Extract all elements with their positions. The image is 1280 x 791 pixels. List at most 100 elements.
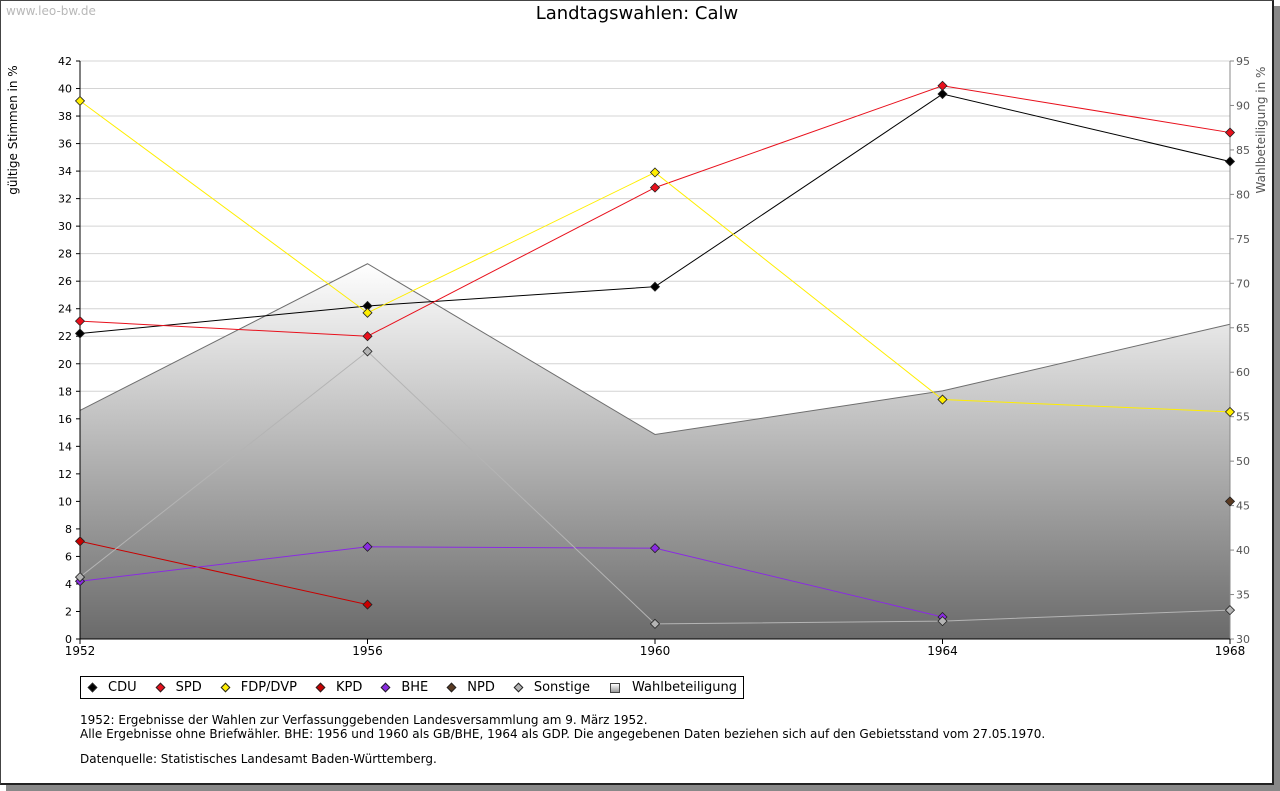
y2-tick-label: 45 <box>1236 500 1250 513</box>
y2-tick-label: 65 <box>1236 322 1250 335</box>
legend-diamond-icon <box>155 682 166 693</box>
data-point-cdu <box>937 88 948 100</box>
data-point-sonstige <box>937 616 948 627</box>
legend-item: NPD <box>446 680 495 695</box>
data-point-fdp-dvp <box>362 307 373 318</box>
y-tick-label: 38 <box>58 110 72 123</box>
y-tick-label: 34 <box>58 165 72 178</box>
legend-item: BHE <box>380 680 429 695</box>
series-line-cdu <box>79 93 1231 334</box>
y2-tick-label: 35 <box>1236 589 1250 602</box>
y-tick-label: 0 <box>65 633 72 646</box>
legend-diamond-icon <box>87 682 98 693</box>
y-tick-label: 32 <box>58 193 72 206</box>
data-point-kpd <box>74 536 86 547</box>
data-point-spd <box>937 80 948 91</box>
legend-diamond-icon <box>513 682 524 693</box>
y2-tick-label: 30 <box>1236 633 1250 646</box>
y2-tick-label: 40 <box>1236 544 1250 557</box>
data-point-fdp-dvp <box>1224 406 1236 417</box>
data-point-kpd <box>362 599 373 610</box>
y2-tick-label: 95 <box>1236 55 1250 68</box>
data-point-sonstige <box>649 618 661 629</box>
legend-label: SPD <box>175 680 202 695</box>
data-point-fdp-dvp <box>937 394 948 405</box>
legend-item: FDP/DVP <box>220 680 297 695</box>
y-tick-label: 20 <box>58 358 72 371</box>
legend-item: Wahlbeteiligung <box>610 680 737 695</box>
y-tick-label: 22 <box>58 330 72 343</box>
y2-tick-label: 60 <box>1236 366 1250 379</box>
watermark: www.leo-bw.de <box>6 4 96 18</box>
data-point-sonstige <box>362 346 373 357</box>
legend-label: BHE <box>401 680 429 695</box>
legend-label: KPD <box>335 680 363 695</box>
note-line-1: 1952: Ergebnisse der Wahlen zur Verfassu… <box>80 713 648 727</box>
data-point-cdu <box>1224 156 1236 167</box>
y-tick-label: 40 <box>58 83 72 96</box>
legend-item: CDU <box>87 680 137 695</box>
data-point-spd <box>1224 127 1236 138</box>
data-point-spd <box>362 331 373 342</box>
chart-legend: CDU SPD FDP/DVP KPD BHE NPD Sonstige Wahlbeteil… <box>80 676 745 699</box>
y-tick-label: 2 <box>65 605 72 618</box>
legend-diamond-icon <box>380 682 391 693</box>
data-point-sonstige <box>74 572 86 583</box>
y2-tick-label: 70 <box>1236 277 1250 290</box>
legend-label: Wahlbeteiligung <box>632 680 738 695</box>
y-tick-label: 12 <box>58 468 72 481</box>
turnout-area-edge <box>79 263 1231 435</box>
data-point-npd <box>1224 496 1236 507</box>
data-source: Datenquelle: Statistisches Landesamt Bad… <box>80 752 437 766</box>
legend-label: CDU <box>108 680 137 695</box>
series-line-kpd <box>79 540 368 606</box>
y-tick-label: 6 <box>65 550 72 563</box>
legend-item: SPD <box>155 680 202 695</box>
y-tick-label: 4 <box>65 578 72 591</box>
legend-diamond-icon <box>220 682 231 693</box>
data-point-sonstige <box>1224 605 1236 616</box>
data-point-cdu <box>649 281 661 292</box>
y-tick-label: 10 <box>58 495 72 508</box>
data-point-spd <box>649 182 661 193</box>
y-tick-label: 14 <box>58 440 72 453</box>
y-tick-label: 24 <box>58 303 72 316</box>
y2-tick-label: 50 <box>1236 455 1250 468</box>
y2-tick-label: 75 <box>1236 233 1250 246</box>
y2-tick-label: 55 <box>1236 411 1250 424</box>
frame-shadow-bottom <box>6 785 1280 791</box>
x-tick-label: 1960 <box>640 644 671 658</box>
series-line-bhe <box>79 546 943 618</box>
series-line-spd <box>79 85 1231 337</box>
y2-tick-label: 90 <box>1236 99 1250 112</box>
y2-tick-label: 85 <box>1236 144 1250 157</box>
x-tick-label: 1964 <box>927 644 958 658</box>
legend-box-icon <box>610 682 621 693</box>
y-tick-label: 36 <box>58 138 72 151</box>
legend-diamond-icon <box>446 682 457 693</box>
y-tick-label: 42 <box>58 55 72 68</box>
legend-item: KPD <box>315 680 363 695</box>
data-point-cdu <box>74 328 86 339</box>
legend-item: Sonstige <box>513 680 591 695</box>
legend-label: NPD <box>467 680 495 695</box>
x-tick-label: 1952 <box>65 644 96 658</box>
turnout-area <box>80 263 1230 639</box>
y-tick-label: 8 <box>65 523 72 536</box>
legend-label: FDP/DVP <box>240 680 297 695</box>
y2-tick-label: 80 <box>1236 188 1250 201</box>
y-tick-label: 26 <box>58 275 72 288</box>
data-point-fdp-dvp <box>74 95 86 106</box>
legend-label: Sonstige <box>533 680 591 695</box>
y-tick-label: 18 <box>58 385 72 398</box>
y-tick-label: 28 <box>58 248 72 261</box>
y-tick-label: 16 <box>58 413 72 426</box>
legend-diamond-icon <box>315 682 326 693</box>
x-tick-label: 1956 <box>352 644 383 658</box>
frame-shadow-right <box>1274 6 1280 791</box>
data-point-bhe <box>362 541 373 552</box>
x-tick-label: 1968 <box>1215 644 1246 658</box>
chart-notes: 1952: Ergebnisse der Wahlen zur Verfassu… <box>80 713 1045 741</box>
chart-title: Landtagswahlen: Calw <box>535 3 739 24</box>
